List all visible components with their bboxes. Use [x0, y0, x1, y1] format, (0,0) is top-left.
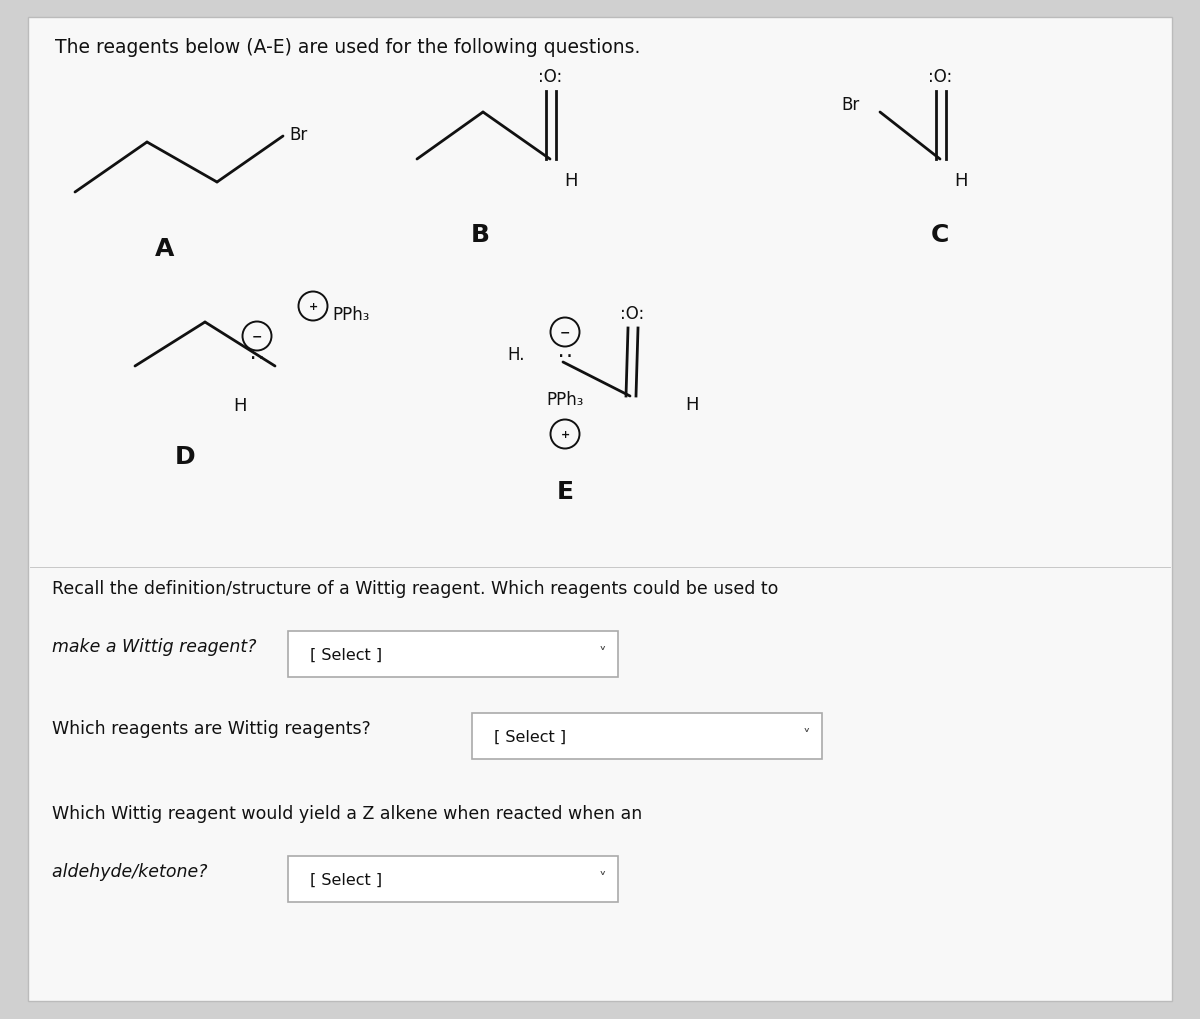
Text: :O:: :O: — [620, 305, 644, 323]
Text: H: H — [233, 396, 247, 415]
Text: ˅: ˅ — [598, 647, 606, 662]
Text: [ Select ]: [ Select ] — [310, 647, 382, 662]
Text: H: H — [954, 172, 967, 190]
Text: D: D — [175, 444, 196, 469]
Text: H.: H. — [508, 345, 526, 364]
Text: C: C — [931, 223, 949, 247]
Text: Br: Br — [841, 96, 860, 114]
Text: −: − — [252, 330, 263, 343]
Text: :O:: :O: — [538, 68, 562, 86]
FancyBboxPatch shape — [28, 18, 1172, 1001]
Text: −: − — [559, 326, 570, 339]
Text: H: H — [685, 395, 698, 414]
Text: The reagents below (A-E) are used for the following questions.: The reagents below (A-E) are used for th… — [55, 38, 641, 57]
Text: [ Select ]: [ Select ] — [494, 729, 566, 744]
Text: aldehyde/ketone?: aldehyde/ketone? — [52, 862, 218, 880]
FancyBboxPatch shape — [288, 632, 618, 678]
Text: ˅: ˅ — [598, 871, 606, 887]
FancyBboxPatch shape — [288, 856, 618, 902]
FancyBboxPatch shape — [472, 713, 822, 759]
Text: ..: .. — [557, 345, 574, 360]
Text: Recall the definition/structure of a Wittig reagent. Which reagents could be use: Recall the definition/structure of a Wit… — [52, 580, 779, 597]
Text: Which reagents are Wittig reagents?: Which reagents are Wittig reagents? — [52, 719, 382, 738]
Text: ˅: ˅ — [802, 729, 810, 744]
Text: PPh₃: PPh₃ — [332, 306, 370, 324]
Text: PPh₃: PPh₃ — [546, 390, 583, 409]
Text: make a Wittig reagent?: make a Wittig reagent? — [52, 637, 268, 655]
Text: +: + — [560, 430, 570, 439]
Text: E: E — [557, 480, 574, 503]
Text: H: H — [564, 172, 577, 190]
Text: +: + — [308, 302, 318, 312]
Text: ..: .. — [248, 347, 265, 362]
Text: [ Select ]: [ Select ] — [310, 871, 382, 887]
Text: Which Wittig reagent would yield a Z alkene when reacted when an: Which Wittig reagent would yield a Z alk… — [52, 804, 642, 822]
Text: :O:: :O: — [928, 68, 952, 86]
Text: B: B — [470, 223, 490, 247]
Text: A: A — [155, 236, 175, 261]
Text: Br: Br — [289, 126, 307, 144]
